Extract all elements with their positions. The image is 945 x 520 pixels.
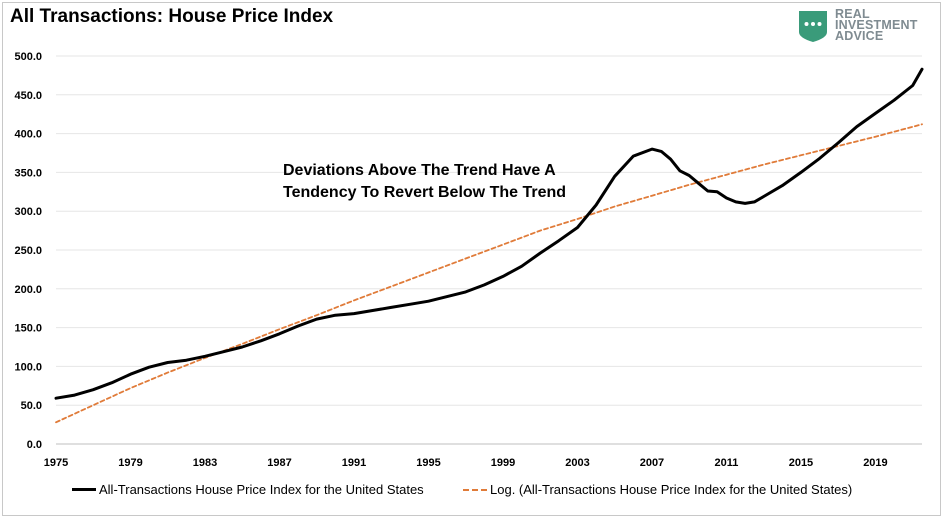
x-tick-label: 1999 bbox=[491, 457, 515, 469]
x-tick-label: 2019 bbox=[863, 457, 887, 469]
y-tick-label: 450.0 bbox=[14, 90, 42, 102]
annotation-line-2: Tendency To Revert Below The Trend bbox=[283, 184, 566, 201]
y-tick-label: 400.0 bbox=[14, 129, 42, 141]
x-tick-label: 1983 bbox=[193, 457, 217, 469]
x-tick-label: 2003 bbox=[565, 457, 589, 469]
legend-item-series-2: Log. (All-Transactions House Price Index… bbox=[463, 482, 852, 497]
x-tick-label: 1991 bbox=[342, 457, 366, 469]
y-tick-label: 50.0 bbox=[21, 400, 42, 412]
series-line-house-price-index bbox=[54, 67, 924, 400]
x-tick-label: 1995 bbox=[416, 457, 440, 469]
legend-label-series-1: All-Transactions House Price Index for t… bbox=[99, 482, 424, 497]
x-axis-ticks: 1975 1979 1983 1987 1991 1995 1999 2003 2007 2011… bbox=[44, 457, 888, 469]
x-tick-label: 1979 bbox=[118, 457, 142, 469]
brand-logo: REAL INVESTMENT ADVICE bbox=[795, 8, 935, 48]
x-tick-label: 2015 bbox=[789, 457, 813, 469]
series-lines bbox=[54, 67, 924, 424]
brand-line-1: REAL bbox=[835, 7, 870, 21]
y-tick-label: 350.0 bbox=[14, 167, 42, 179]
legend-swatch-solid bbox=[72, 488, 96, 491]
y-tick-label: 150.0 bbox=[14, 323, 42, 335]
brand-name: REAL INVESTMENT ADVICE bbox=[835, 7, 918, 43]
series-line-log-trend bbox=[55, 123, 923, 424]
x-tick-label: 2007 bbox=[640, 457, 664, 469]
y-tick-label: 250.0 bbox=[14, 245, 42, 257]
x-tick-label: 2011 bbox=[715, 457, 739, 469]
annotation-line-1: Deviations Above The Trend Have A bbox=[283, 162, 556, 179]
chart-legend: All-Transactions House Price Index for t… bbox=[72, 482, 932, 500]
brand-line-3: ADVICE bbox=[835, 29, 884, 43]
y-tick-label: 200.0 bbox=[14, 284, 42, 296]
x-tick-label: 1987 bbox=[267, 457, 291, 469]
brand-line-2: INVESTMENT bbox=[835, 18, 918, 32]
chart-title: All Transactions: House Price Index bbox=[10, 6, 334, 27]
chat-bubble-shield-icon bbox=[799, 11, 827, 42]
legend-item-series-1: All-Transactions House Price Index for t… bbox=[72, 482, 424, 497]
x-tick-label: 1975 bbox=[44, 457, 68, 469]
legend-swatch-dashed bbox=[463, 488, 487, 491]
y-tick-label: 100.0 bbox=[14, 361, 42, 373]
y-tick-label: 500.0 bbox=[14, 51, 42, 63]
y-tick-label: 0.0 bbox=[27, 439, 42, 451]
y-tick-label: 300.0 bbox=[14, 206, 42, 218]
y-axis-ticks: 0.0 50.0 100.0 150.0 200.0 250.0 300.0 350.0 400… bbox=[14, 51, 42, 451]
legend-label-series-2: Log. (All-Transactions House Price Index… bbox=[490, 482, 853, 497]
